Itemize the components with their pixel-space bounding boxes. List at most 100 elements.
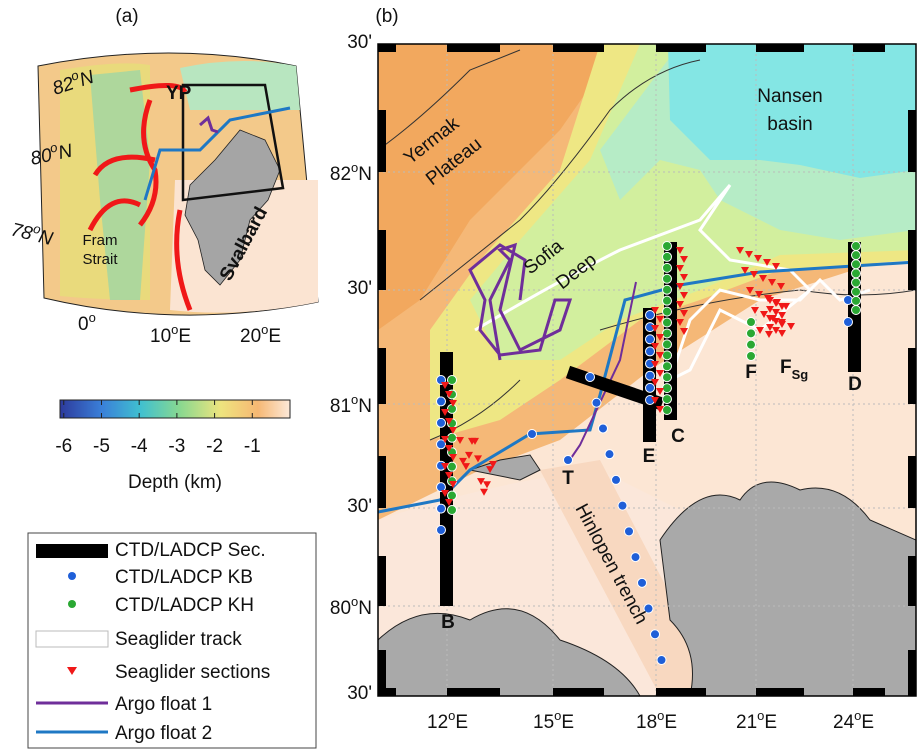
label-part: 18 xyxy=(636,712,657,733)
lon-label: 24oE xyxy=(833,708,874,733)
label-part: o xyxy=(757,708,764,723)
lat-label: 30' xyxy=(347,278,372,299)
station xyxy=(663,285,672,294)
station xyxy=(663,395,672,404)
label-part: 15 xyxy=(533,712,554,733)
label-part: Sg xyxy=(792,367,809,382)
station xyxy=(448,462,457,471)
station xyxy=(437,526,446,535)
section-label: T xyxy=(562,468,574,489)
station xyxy=(612,475,621,484)
label-part: E xyxy=(178,326,191,347)
lat-label: 30' xyxy=(347,683,372,704)
label-part: E xyxy=(455,712,468,733)
legend-label: CTD/LADCP KH xyxy=(115,595,254,616)
station xyxy=(448,506,457,515)
label-part: F xyxy=(780,357,792,378)
label-part: E xyxy=(268,326,281,347)
figure: (a) (b) YP Fram Strait Svalbard Depth (k… xyxy=(0,0,922,750)
station xyxy=(663,252,672,261)
station xyxy=(646,347,655,356)
station xyxy=(852,260,861,269)
lon-label: 10oE xyxy=(150,322,191,347)
frame-seg xyxy=(378,456,386,508)
legend-label: Seaglider sections xyxy=(115,662,270,683)
station xyxy=(747,329,756,338)
station xyxy=(663,362,672,371)
station xyxy=(651,630,660,639)
station xyxy=(528,430,537,439)
frame-seg xyxy=(656,44,706,52)
colorbar-tick-label: -2 xyxy=(206,436,223,457)
place-label: Fram xyxy=(83,232,118,249)
frame-seg xyxy=(447,688,500,696)
panel-label: (a) xyxy=(115,6,138,27)
label-part: o xyxy=(657,708,664,723)
station xyxy=(646,383,655,392)
label-part: 20 xyxy=(240,326,261,347)
legend-symbol xyxy=(68,600,76,608)
station xyxy=(564,456,573,465)
frame-seg xyxy=(756,44,804,52)
station xyxy=(448,491,457,500)
label-part: 21 xyxy=(736,712,757,733)
legend-label: Seaglider track xyxy=(115,629,242,650)
lon-label: 18oE xyxy=(636,708,677,733)
legend-symbol xyxy=(36,631,108,647)
label-part: N xyxy=(358,164,372,185)
section-label: D xyxy=(848,374,862,395)
station xyxy=(852,242,861,251)
station xyxy=(663,274,672,283)
colorbar-tick-label: -4 xyxy=(131,436,148,457)
label-part: 80 xyxy=(330,598,351,619)
station xyxy=(657,656,666,665)
station xyxy=(663,296,672,305)
station xyxy=(437,504,446,513)
label-part: o xyxy=(854,708,861,723)
frame-seg xyxy=(853,44,885,52)
station xyxy=(663,406,672,415)
label-part: 10 xyxy=(150,326,171,347)
frame-seg xyxy=(908,456,916,508)
station xyxy=(663,242,672,251)
station xyxy=(437,418,446,427)
station xyxy=(631,553,640,562)
label-part: N xyxy=(358,598,372,619)
frame-seg xyxy=(908,556,916,606)
station xyxy=(747,318,756,327)
legend-symbol xyxy=(68,572,76,580)
label-part: o xyxy=(89,310,96,325)
label-part: 0 xyxy=(78,314,89,335)
label-part: o xyxy=(351,392,358,407)
station xyxy=(852,306,861,315)
station xyxy=(852,251,861,260)
label-part: o xyxy=(554,708,561,723)
panel-label: (b) xyxy=(375,6,398,27)
station xyxy=(852,296,861,305)
frame-seg xyxy=(378,556,386,606)
frame-seg xyxy=(656,688,706,696)
lat-label: 30' xyxy=(347,496,372,517)
label-part: o xyxy=(171,322,178,337)
section-label: C xyxy=(671,426,685,447)
frame-seg xyxy=(378,348,386,404)
section-label: F xyxy=(745,362,757,383)
colorbar xyxy=(60,400,290,418)
label-part: E xyxy=(861,712,874,733)
panel-b-map xyxy=(378,44,916,696)
lon-label: 20oE xyxy=(240,322,281,347)
station xyxy=(646,335,655,344)
station xyxy=(663,340,672,349)
frame-seg xyxy=(378,230,386,290)
section-label: B xyxy=(441,612,455,633)
label-part: o xyxy=(351,594,358,609)
frame-seg xyxy=(553,44,604,52)
station xyxy=(586,373,595,382)
station xyxy=(599,424,608,433)
frame-seg xyxy=(908,110,916,172)
place-label: Strait xyxy=(82,251,118,268)
lon-label: 0o xyxy=(78,310,96,335)
station xyxy=(663,373,672,382)
label-part: o xyxy=(261,322,268,337)
station xyxy=(448,404,457,413)
